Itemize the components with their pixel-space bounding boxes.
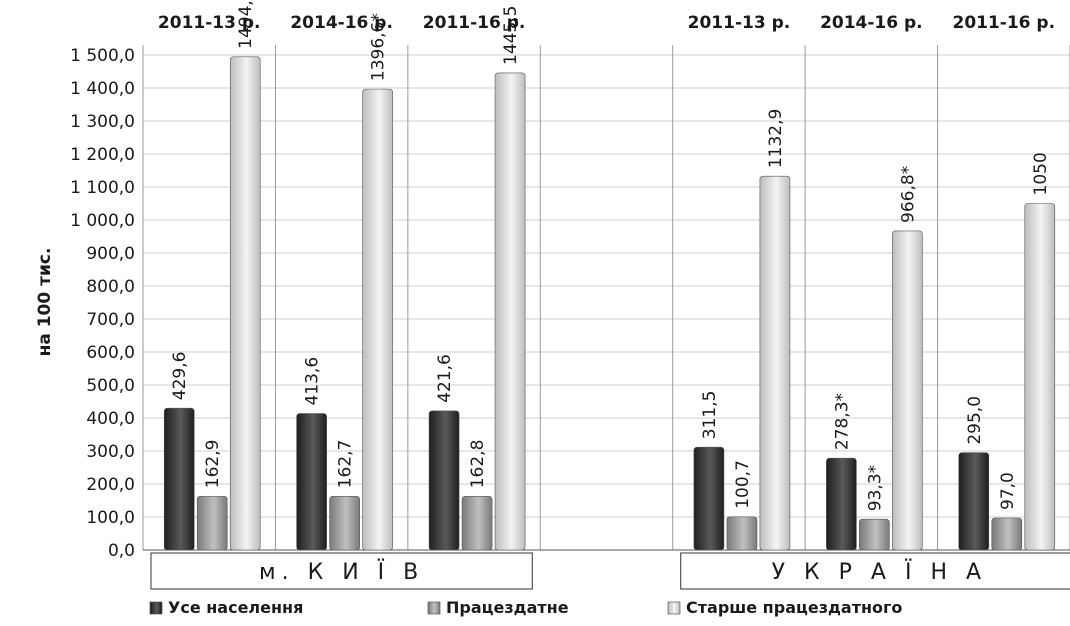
bar-over-working-age	[892, 230, 923, 551]
legend-label: Старше працездатного	[686, 598, 902, 617]
y-tick-label: 500,0	[86, 376, 135, 396]
period-label: 2011-16 р.	[952, 13, 1055, 33]
y-tick-label: 400,0	[86, 409, 135, 429]
y-tick-label: 1 200,0	[70, 145, 135, 165]
data-label: 162,9	[203, 440, 223, 489]
data-label: 295,0	[965, 396, 985, 445]
y-axis-label: на 100 тис.	[35, 248, 55, 357]
data-label: 162,7	[336, 440, 356, 489]
data-label: 162,8	[468, 440, 488, 489]
data-label: 93,3*	[865, 465, 885, 511]
data-label: 1396,6*	[369, 13, 389, 81]
y-tick-label: 1 400,0	[70, 79, 135, 99]
bar-working-age	[196, 495, 228, 551]
data-label: 1050	[1031, 152, 1051, 195]
data-label: 100,7	[733, 460, 753, 509]
period-label: 2014-16 р.	[820, 13, 923, 33]
bar-working-age	[461, 495, 493, 551]
y-tick-label: 600,0	[86, 343, 135, 363]
bar-over-working-age	[759, 175, 791, 551]
legend-label: Усе населення	[168, 598, 303, 617]
y-tick-label: 800,0	[86, 277, 135, 297]
region-label: У К Р А Ї Н А	[772, 559, 987, 585]
data-label: 421,6	[435, 354, 455, 403]
data-label: 413,6	[303, 357, 323, 406]
y-tick-label: 0,0	[108, 541, 135, 561]
data-label: 311,5	[700, 391, 720, 440]
period-label: 2014-16 р.	[290, 13, 393, 33]
data-label: 1132,9	[766, 109, 786, 168]
data-label: 429,6	[170, 352, 190, 401]
y-tick-label: 900,0	[86, 244, 135, 264]
period-label: 2011-13 р.	[688, 13, 791, 33]
bar-over-working-age	[362, 88, 393, 551]
y-tick-label: 1 000,0	[70, 211, 135, 231]
bar-all-population	[163, 407, 195, 551]
bar-all-population	[826, 457, 857, 551]
bar-working-age	[991, 517, 1023, 551]
data-label: 97,0	[998, 472, 1018, 510]
region-label: м. К И Ї В	[259, 559, 424, 585]
bar-all-population	[958, 452, 990, 551]
bar-all-population	[296, 413, 327, 551]
data-label: 966,8*	[898, 166, 918, 223]
bar-all-population	[693, 446, 725, 551]
y-tick-label: 1 300,0	[70, 112, 135, 132]
data-label: 1445,5	[501, 6, 521, 65]
bar-all-population	[428, 410, 460, 551]
legend-swatch	[667, 601, 681, 615]
data-label: 1494,4	[236, 0, 256, 49]
y-tick-label: 700,0	[86, 310, 135, 330]
legend-swatch	[149, 601, 163, 615]
y-tick-label: 200,0	[86, 475, 135, 495]
bar-over-working-age	[494, 72, 526, 551]
data-label: 278,3*	[832, 393, 852, 450]
bar-working-age	[329, 496, 360, 551]
y-tick-label: 1 500,0	[70, 46, 135, 66]
region-box	[680, 552, 1070, 590]
bar-over-working-age	[229, 56, 261, 551]
bar-over-working-age	[1024, 203, 1056, 551]
legend-label: Працездатне	[446, 598, 569, 617]
y-tick-label: 1 100,0	[70, 178, 135, 198]
region-box	[150, 552, 533, 590]
bar-working-age	[726, 516, 758, 551]
y-tick-label: 100,0	[86, 508, 135, 528]
period-label: 2011-16 р.	[423, 13, 526, 33]
period-label: 2011-13 р.	[158, 13, 261, 33]
y-tick-label: 300,0	[86, 442, 135, 462]
legend-swatch	[427, 601, 441, 615]
bar-working-age	[859, 518, 890, 551]
